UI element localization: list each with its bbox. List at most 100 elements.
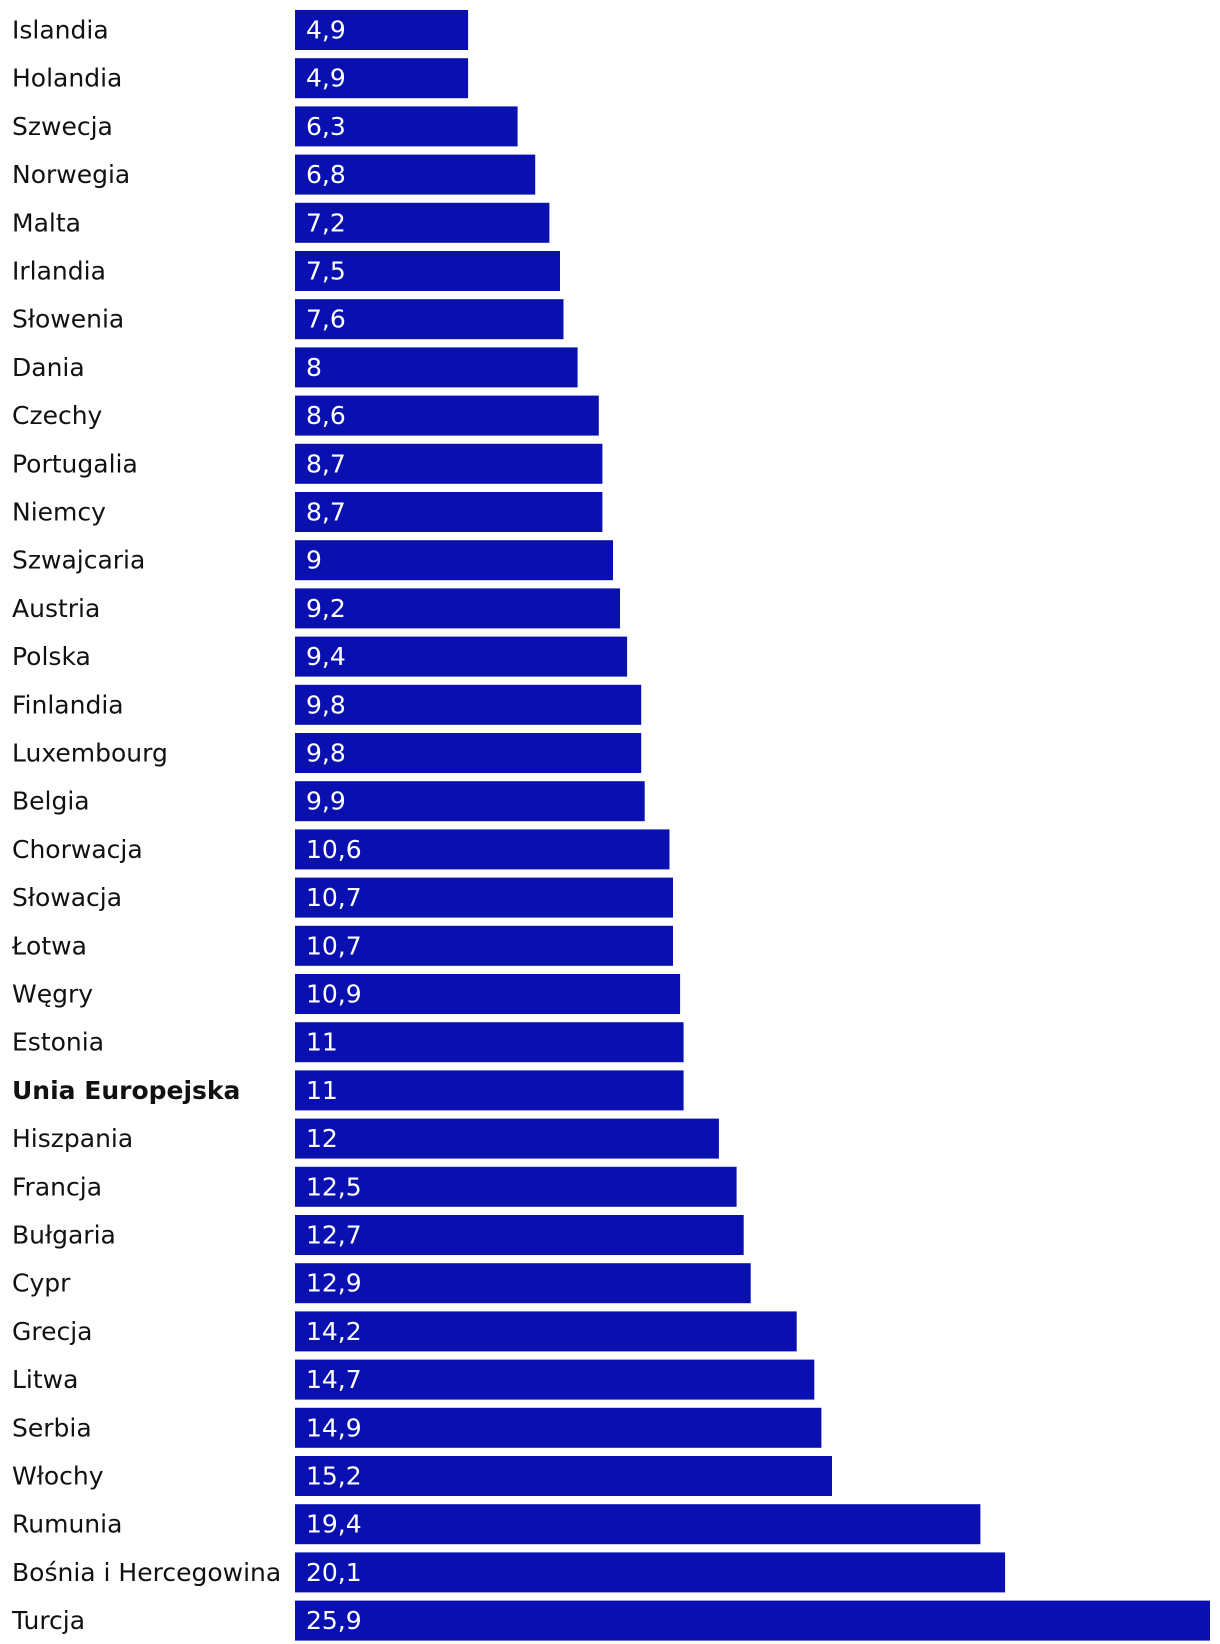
value-label: 14,7 [306,1365,362,1394]
bar [295,251,560,291]
category-label: Unia Europejska [12,1076,240,1105]
bar [295,202,550,243]
value-label: 12,7 [306,1221,362,1250]
category-label: Węgry [12,980,93,1009]
category-label: Włochy [12,1462,104,1491]
bar [295,1118,719,1159]
value-label: 9,8 [306,739,346,768]
value-label: 4,9 [306,16,346,45]
value-label: 7,6 [306,305,346,334]
category-label: Szwajcaria [12,546,145,575]
category-label: Austria [12,594,100,623]
value-label: 10,9 [306,980,362,1009]
bar [295,540,613,581]
category-label: Islandia [12,16,109,45]
bar [295,10,469,50]
value-label: 15,2 [306,1462,362,1491]
bar [295,684,642,725]
category-label: Czechy [12,401,103,430]
bar [295,106,518,147]
category-label: Portugalia [12,449,138,478]
bar [295,492,603,532]
category-label: Łotwa [11,931,87,960]
category-label: Holandia [12,64,122,93]
category-label: Turcja [11,1606,85,1635]
bar [295,1311,797,1352]
category-label: Polska [12,642,91,671]
bar [295,1504,981,1545]
category-label: Hiszpania [12,1124,133,1153]
value-label: 19,4 [306,1510,362,1539]
value-label: 10,6 [306,835,362,864]
category-label: Luxembourg [12,739,168,768]
value-label: 12 [306,1124,338,1153]
bar [295,588,620,629]
value-label: 20,1 [306,1558,362,1587]
bar [295,781,645,822]
value-label: 9,2 [306,594,346,623]
value-label: 25,9 [306,1606,362,1635]
value-label: 8 [306,353,322,382]
bar [295,1263,751,1304]
value-label: 9,4 [306,642,346,671]
category-label: Irlandia [12,257,106,286]
bar [295,299,564,340]
bar [295,443,603,484]
value-label: 10,7 [306,931,362,960]
bar [295,347,578,388]
value-label: 8,7 [306,449,346,478]
bar [295,1070,684,1111]
value-label: 6,3 [306,112,346,141]
category-label: Cypr [12,1269,71,1298]
category-label: Belgia [12,787,90,816]
value-label: 14,2 [306,1317,362,1346]
bar [295,974,681,1014]
value-label: 12,9 [306,1269,362,1298]
value-label: 11 [306,1028,338,1057]
value-label: 10,7 [306,883,362,912]
bar [295,1407,822,1448]
category-label: Słowenia [12,305,124,334]
category-label: Malta [12,208,81,237]
bar [295,733,642,773]
category-label: Chorwacja [12,835,143,864]
bar [295,925,673,966]
value-label: 8,6 [306,401,346,430]
bar [295,636,628,677]
value-label: 9,8 [306,690,346,719]
value-label: 6,8 [306,160,346,189]
bar [295,154,536,195]
bar [295,1456,832,1496]
value-label: 4,9 [306,64,346,93]
value-label: 9 [306,546,322,575]
category-label: Grecja [12,1317,93,1346]
bar [295,829,670,870]
category-label: Serbia [12,1413,92,1442]
bar [295,1552,1006,1593]
bar [295,1215,744,1255]
category-label: Finlandia [12,690,124,719]
category-label: Estonia [12,1028,104,1057]
value-label: 11 [306,1076,338,1105]
bar [295,877,673,918]
value-label: 7,2 [306,208,346,237]
category-label: Litwa [12,1365,78,1394]
bar [295,58,469,99]
value-label: 8,7 [306,498,346,527]
category-label: Niemcy [12,498,106,527]
value-label: 9,9 [306,787,346,816]
bar [295,1166,737,1207]
category-label: Szwecja [12,112,113,141]
category-label: Dania [12,353,85,382]
value-label: 14,9 [306,1413,362,1442]
bar [295,1600,1210,1641]
category-label: Norwegia [12,160,130,189]
category-label: Bułgaria [12,1221,116,1250]
bar [295,395,599,436]
bar [295,1359,815,1400]
bar [295,1022,684,1063]
category-label: Francja [12,1172,102,1201]
category-label: Rumunia [12,1510,122,1539]
category-label: Słowacja [12,883,122,912]
